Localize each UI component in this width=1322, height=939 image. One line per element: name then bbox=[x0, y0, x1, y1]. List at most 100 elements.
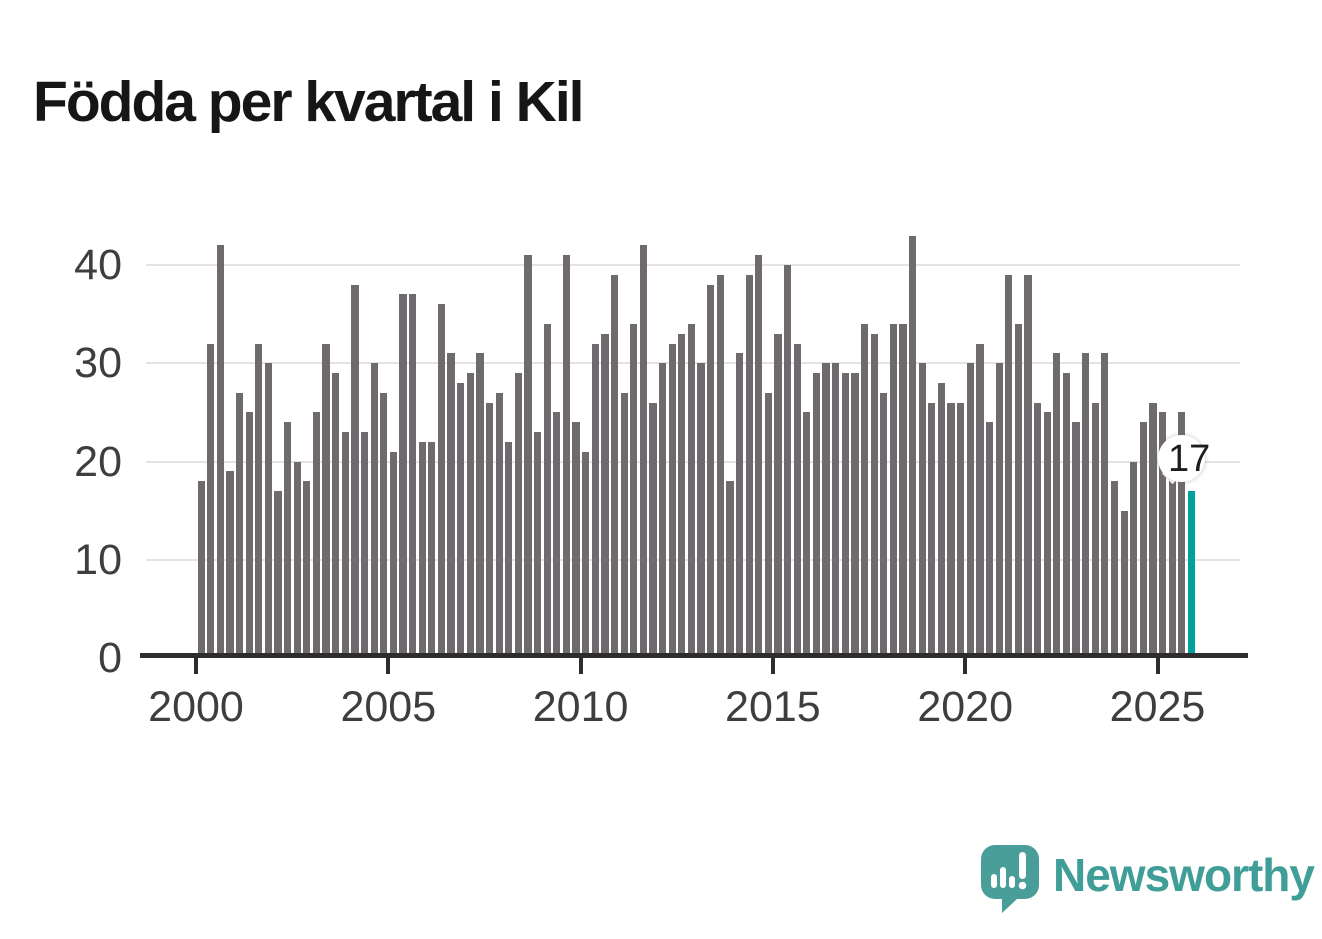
x-axis-label-2020: 2020 bbox=[917, 683, 1014, 731]
bar bbox=[860, 323, 869, 658]
bar bbox=[1062, 373, 1071, 658]
bar bbox=[745, 274, 753, 658]
x-axis-label-2005: 2005 bbox=[340, 683, 437, 731]
bar bbox=[1101, 353, 1109, 658]
bar bbox=[610, 274, 619, 658]
y-axis-label-10: 10 bbox=[74, 535, 122, 584]
bar bbox=[284, 422, 292, 658]
logo-exclamation-dot-icon bbox=[1018, 881, 1027, 890]
bar bbox=[428, 441, 436, 658]
bar bbox=[235, 392, 244, 658]
bar bbox=[207, 343, 215, 658]
gridline-y-40 bbox=[146, 264, 1240, 266]
bar bbox=[1053, 353, 1061, 658]
bar bbox=[803, 412, 811, 658]
x-axis-tick-2000 bbox=[194, 658, 198, 674]
bar bbox=[649, 402, 657, 658]
bar bbox=[774, 333, 782, 658]
bar bbox=[928, 402, 936, 658]
bar bbox=[495, 392, 503, 658]
bar bbox=[1072, 422, 1080, 658]
bar bbox=[197, 481, 205, 658]
bar bbox=[630, 323, 638, 658]
bar bbox=[822, 363, 830, 658]
bar bbox=[437, 304, 446, 658]
bar bbox=[351, 284, 359, 658]
bar bbox=[678, 333, 686, 658]
bar bbox=[735, 353, 744, 658]
bar bbox=[505, 441, 513, 658]
bar bbox=[389, 451, 397, 658]
bar bbox=[1043, 412, 1051, 658]
bar bbox=[1120, 510, 1128, 658]
bar bbox=[562, 255, 571, 658]
newsworthy-logo: Newsworthy bbox=[981, 845, 1315, 913]
bar bbox=[226, 471, 234, 658]
bar bbox=[870, 333, 878, 658]
bar bbox=[1168, 441, 1176, 658]
bar bbox=[995, 363, 1003, 658]
y-axis-label-30: 30 bbox=[74, 339, 122, 388]
logo-exclamation-stem-icon bbox=[1019, 852, 1026, 879]
bar bbox=[947, 402, 955, 658]
bar bbox=[303, 481, 311, 658]
bar bbox=[668, 343, 676, 658]
x-axis-tick-2025 bbox=[1155, 658, 1160, 674]
bar bbox=[399, 294, 407, 658]
bar bbox=[899, 323, 907, 658]
bar bbox=[380, 392, 388, 658]
bar bbox=[1091, 402, 1099, 658]
bar bbox=[1178, 412, 1186, 658]
bar bbox=[543, 323, 551, 658]
bar bbox=[841, 373, 849, 658]
highlight-bar bbox=[1187, 490, 1196, 658]
bar bbox=[370, 363, 378, 658]
bar bbox=[812, 373, 821, 658]
bar bbox=[216, 245, 224, 658]
bar bbox=[880, 392, 888, 658]
bar bbox=[639, 245, 647, 658]
bar bbox=[687, 323, 696, 658]
x-axis-label-2010: 2010 bbox=[532, 683, 629, 731]
bar bbox=[620, 392, 628, 658]
bar bbox=[245, 412, 253, 658]
y-axis-label-20: 20 bbox=[74, 437, 122, 486]
x-axis-tick-2010 bbox=[578, 658, 583, 674]
bar bbox=[514, 373, 522, 658]
logo-bar-tall-icon bbox=[1000, 867, 1006, 888]
y-axis-label-0: 0 bbox=[98, 634, 122, 682]
bar bbox=[1149, 402, 1157, 658]
bar bbox=[976, 343, 984, 658]
logo-bar-small-icon bbox=[991, 874, 997, 888]
bar bbox=[1110, 481, 1119, 658]
bar bbox=[889, 323, 897, 658]
bar bbox=[1130, 461, 1138, 658]
bar bbox=[341, 432, 349, 658]
bar bbox=[360, 432, 369, 658]
bar bbox=[909, 235, 917, 658]
bar bbox=[293, 461, 301, 658]
x-axis-label-2015: 2015 bbox=[725, 683, 821, 731]
bar bbox=[784, 265, 792, 658]
bar bbox=[601, 333, 609, 658]
bar bbox=[1159, 412, 1167, 658]
bar bbox=[1024, 274, 1032, 658]
bar bbox=[1034, 402, 1042, 658]
x-axis-label-2000: 2000 bbox=[148, 683, 244, 731]
bar bbox=[937, 382, 946, 658]
bar bbox=[764, 392, 772, 658]
bar bbox=[312, 412, 321, 658]
bar bbox=[457, 382, 465, 658]
bar bbox=[485, 402, 494, 658]
bar bbox=[918, 363, 926, 658]
x-axis-label-2025: 2025 bbox=[1109, 683, 1206, 731]
bar bbox=[1082, 353, 1090, 658]
bar bbox=[255, 343, 263, 658]
x-axis-line bbox=[140, 653, 1248, 658]
bar bbox=[264, 363, 272, 658]
annotation-value-label: 17 bbox=[1168, 438, 1211, 480]
bar bbox=[726, 481, 734, 658]
bar bbox=[1139, 422, 1147, 658]
bar bbox=[572, 422, 580, 658]
bar bbox=[966, 363, 974, 658]
